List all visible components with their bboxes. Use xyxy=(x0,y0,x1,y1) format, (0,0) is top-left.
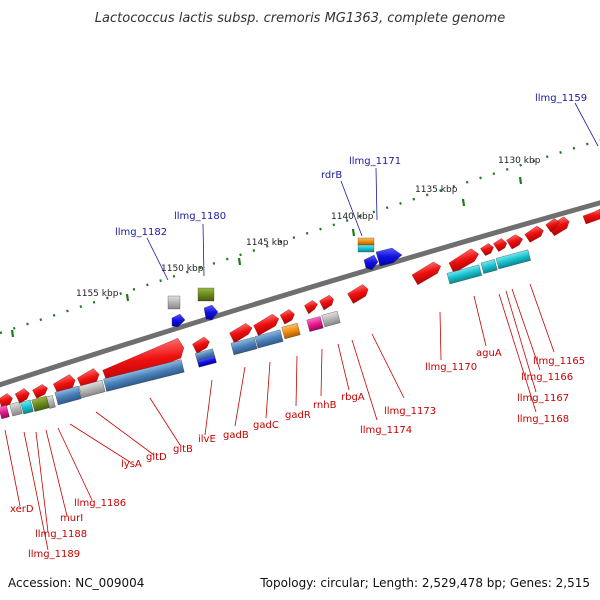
gene-label: lysA xyxy=(121,459,142,470)
scale-label: 1145 kbp xyxy=(246,238,289,248)
forward-genes xyxy=(0,208,600,409)
gene-label: aguA xyxy=(476,348,502,359)
gene-arrow xyxy=(480,243,494,256)
map-title: Lactococcus lactis subsp. cremoris MG136… xyxy=(95,11,505,26)
gene-label: llmg_1173 xyxy=(384,406,436,417)
gene-arrow xyxy=(319,294,334,311)
topology-text: Topology: circular; Length: 2,529,478 bp… xyxy=(259,576,590,590)
gene-arrow xyxy=(192,336,210,354)
gene-block xyxy=(31,395,50,412)
gene-block xyxy=(321,310,341,328)
upper-gene-labels: llmg_1159 llmg_1171 rdrB llmg_1180 llmg_… xyxy=(115,93,587,238)
gene-arrow xyxy=(229,323,253,344)
gene-arrow xyxy=(448,248,479,274)
gene-label: gadR xyxy=(285,410,311,421)
gene-block xyxy=(20,399,34,415)
gene-label: ilvE xyxy=(198,434,216,445)
gene-label: llmg_1189 xyxy=(28,549,80,560)
gene-label: murI xyxy=(60,513,83,524)
gene-label: llmg_1180 xyxy=(174,211,226,222)
gene-block xyxy=(78,379,106,399)
gene-block xyxy=(54,385,82,406)
gene-label: xerD xyxy=(10,504,34,515)
accession-text: Accession: NC_009004 xyxy=(8,576,144,590)
gene-block xyxy=(254,329,284,349)
gene-arrow xyxy=(545,218,560,233)
gene-arrow xyxy=(375,247,403,267)
gene-label: llmg_1171 xyxy=(349,156,401,167)
gene-block xyxy=(281,322,301,340)
outer-genes xyxy=(167,237,403,328)
lower-gene-labels: aguA llmg_1165 llmg_1166 llmg_1167 llmg_… xyxy=(10,348,585,560)
gene-arrow xyxy=(347,284,369,304)
gene-label: gadC xyxy=(253,420,279,431)
gene-block xyxy=(357,237,375,246)
gene-block xyxy=(306,316,324,332)
gene-arrow xyxy=(171,313,186,328)
scale-label: 1140 kbp xyxy=(331,212,374,222)
gene-arrow xyxy=(253,314,279,336)
gene-label: gadB xyxy=(223,430,249,441)
gene-arrow xyxy=(493,238,507,252)
scale-label: 1135 kbp xyxy=(415,185,458,195)
gene-arrow xyxy=(524,225,544,243)
scale-label: 1155 kbp xyxy=(76,289,119,299)
gene-label: llmg_1168 xyxy=(517,414,569,425)
gene-block xyxy=(197,355,217,368)
gene-label: llmg_1170 xyxy=(425,362,477,373)
scale-label: 1130 kbp xyxy=(498,156,541,166)
gene-label: rbgA xyxy=(341,392,365,403)
scale-major-ticks xyxy=(10,176,523,338)
gene-block xyxy=(0,404,10,420)
gene-arrow xyxy=(203,304,219,321)
gene-label: gltD xyxy=(146,452,167,463)
gene-label: llmg_1188 xyxy=(35,529,87,540)
gene-arrow xyxy=(304,300,318,315)
gene-arrow xyxy=(582,208,600,225)
gene-arrow xyxy=(15,388,30,404)
gene-label: llmg_1186 xyxy=(74,498,126,509)
gene-arrow xyxy=(411,261,441,286)
gene-label: gltB xyxy=(173,444,193,455)
gene-label: llmg_1167 xyxy=(517,393,569,404)
gene-label: rnhB xyxy=(313,400,337,411)
gene-block xyxy=(495,249,531,270)
gene-block xyxy=(480,259,498,274)
gene-block xyxy=(357,244,375,253)
reverse-genes xyxy=(0,218,560,420)
gene-block xyxy=(103,359,185,392)
gene-arrow xyxy=(363,254,379,271)
scale-labels: 1155 kbp 1150 kbp 1145 kbp 1140 kbp 1135… xyxy=(76,156,541,299)
gene-label: llmg_1174 xyxy=(360,425,412,436)
gene-label: llmg_1165 xyxy=(533,356,585,367)
gene-label: llmg_1182 xyxy=(115,227,167,238)
gene-label: llmg_1159 xyxy=(535,93,587,104)
gene-arrow xyxy=(506,234,523,250)
scale-label: 1150 kbp xyxy=(161,264,204,274)
gene-arrow xyxy=(280,309,295,325)
gene-label: rdrB xyxy=(321,170,342,181)
genome-backbone xyxy=(0,200,600,388)
gene-block xyxy=(197,287,215,302)
gene-block xyxy=(9,401,23,417)
callout-lines xyxy=(4,102,599,551)
gene-label: llmg_1166 xyxy=(521,372,573,383)
gene-block xyxy=(167,295,181,310)
gene-arrow xyxy=(547,216,570,236)
gene-block xyxy=(446,264,482,285)
gene-block xyxy=(230,336,258,356)
gene-arrow xyxy=(32,384,48,399)
